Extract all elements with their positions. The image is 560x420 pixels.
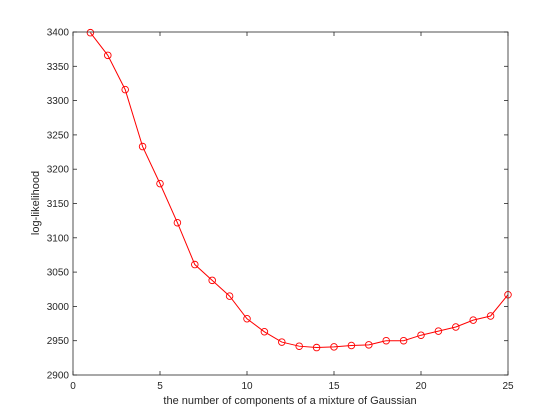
y-tick-label: 3350 [47,62,70,73]
x-tick-label: 15 [328,381,340,392]
y-tick-label: 3050 [47,268,70,279]
y-tick-label: 3100 [47,233,70,244]
x-tick-label: 25 [502,381,514,392]
y-axis-title: log-likelihood [30,171,42,235]
x-tick-label: 20 [415,381,427,392]
x-tick-label: 5 [157,381,163,392]
x-axis-title: the number of components of a mixture of… [163,395,416,407]
y-tick-label: 3300 [47,96,70,107]
y-tick-label: 3200 [47,165,70,176]
y-tick-label: 2900 [47,371,70,382]
x-tick-label: 10 [241,381,253,392]
y-tick-label: 3400 [47,28,70,39]
y-tick-label: 3250 [47,130,70,141]
plot-area-background [73,32,508,375]
y-tick-label: 3000 [47,302,70,313]
y-tick-label: 3150 [47,199,70,210]
y-tick-label: 2950 [47,336,70,347]
x-tick-label: 0 [70,381,76,392]
